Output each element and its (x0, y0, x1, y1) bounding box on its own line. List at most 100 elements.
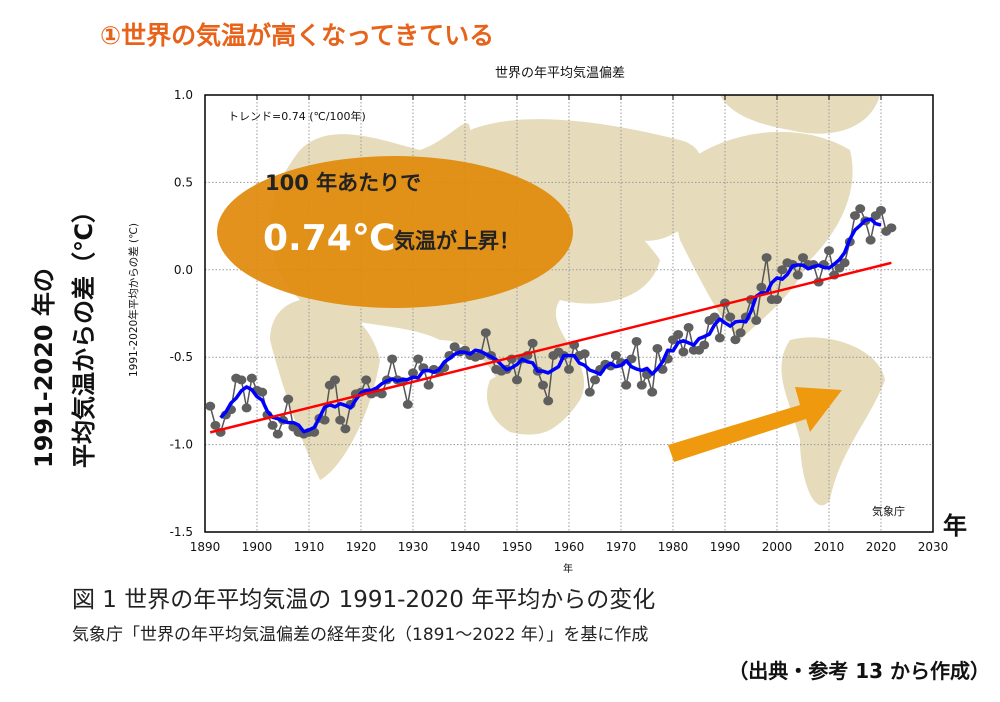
annual-data-point (584, 387, 595, 397)
annual-data-point (272, 429, 283, 439)
plot-area: トレンド=0.74 (℃/100年) 気象庁 (204, 94, 934, 533)
annual-data-point (480, 328, 491, 338)
annual-data-point (865, 235, 876, 245)
y-tick-label: 0.0 (174, 263, 193, 277)
x-tick-label: 1990 (710, 540, 741, 554)
annual-data-point (408, 368, 418, 378)
annual-data-point (876, 205, 886, 215)
annual-data-point (636, 380, 647, 390)
annual-data-point (330, 375, 340, 385)
annual-data-point (361, 375, 372, 385)
annual-data-point (756, 282, 767, 292)
x-tick-label: 1910 (294, 540, 325, 554)
annual-data-point (543, 396, 554, 406)
annual-data-point (267, 420, 278, 430)
trend-annotation: トレンド=0.74 (℃/100年) (228, 109, 366, 123)
annual-data-point (709, 312, 720, 322)
annual-data-point (699, 340, 710, 350)
annual-data-point (886, 223, 897, 233)
annual-data-point (850, 211, 860, 221)
annual-data-point (283, 394, 294, 404)
annual-data-point (246, 373, 257, 383)
x-tick-label: 2010 (814, 540, 845, 554)
map-africa-south (270, 300, 380, 480)
side-label-line2: 平均気温からの差（℃） (70, 199, 98, 468)
annual-data-point (855, 204, 866, 214)
x-tick-label: 1960 (554, 540, 585, 554)
annual-data-point (683, 322, 694, 332)
running-mean-line (219, 217, 882, 434)
citation: （出典・参考 13 から作成） (728, 659, 990, 683)
annual-data-point (241, 403, 252, 413)
annual-data-point (335, 415, 346, 425)
rising-arrow (668, 387, 842, 462)
annual-data-point (402, 399, 413, 409)
side-label-line1: 1991-2020 年の (30, 268, 58, 468)
annual-data-point (751, 315, 762, 325)
annual-data-point (512, 375, 522, 385)
annual-data-point (725, 312, 736, 322)
map-north-america (674, 131, 853, 340)
x-tick-label: 2030 (918, 540, 949, 554)
x-tick-label: 1930 (398, 540, 429, 554)
x-tick-label: 1920 (346, 540, 377, 554)
x-tick-label: 1970 (606, 540, 637, 554)
annual-data-point (413, 354, 424, 364)
annual-data-point (579, 349, 590, 359)
map-asia (470, 119, 704, 241)
header-title: ①世界の気温が高くなってきている (100, 21, 494, 50)
annual-data-point (647, 387, 658, 397)
x-tick-label: 2000 (762, 540, 793, 554)
y-tick-label: 1.0 (174, 88, 193, 102)
annual-data-point (652, 343, 663, 353)
annual-data-point (205, 401, 216, 411)
annual-data-point (590, 375, 600, 385)
annual-data-point (673, 329, 684, 339)
annual-data-point (210, 420, 221, 430)
x-tick-label: 1900 (242, 540, 273, 554)
credit-label: 気象庁 (872, 504, 905, 518)
x-tick-label: 1950 (502, 540, 533, 554)
x-unit-big: 年 (943, 512, 967, 540)
callout-ellipse (217, 156, 573, 308)
x-tick-label: 1890 (190, 540, 221, 554)
figure-caption: 図 1 世界の年平均気温の 1991-2020 年平均からの変化 (72, 587, 655, 613)
annual-data-point (761, 253, 772, 263)
callout-bubble: 100 年あたりで 0.74℃ 気温が上昇！ (217, 156, 573, 308)
annual-data-point (610, 350, 621, 360)
callout-line2: 気温が上昇！ (394, 229, 520, 253)
annual-data-point (730, 335, 741, 345)
annual-data-point (772, 295, 782, 305)
annual-data-point (798, 253, 808, 263)
annual-data-point (735, 328, 746, 338)
x-tick-label: 1980 (658, 540, 689, 554)
annual-data-point (621, 380, 632, 390)
map-south-america (781, 337, 885, 506)
y-tick-label: 0.5 (174, 175, 193, 189)
callout-line1: 100 年あたりで (265, 171, 421, 195)
data-marks (205, 204, 897, 439)
annual-data-point (792, 270, 803, 280)
annual-data-point (319, 415, 330, 425)
trend-line (209, 261, 892, 434)
y-tick-label: -0.5 (170, 350, 193, 364)
annual-data-point (236, 375, 247, 385)
map-arctic (720, 95, 880, 134)
annual-data-point (340, 424, 351, 434)
y-tick-label: -1.0 (170, 438, 193, 452)
x-tick-label: 2020 (866, 540, 897, 554)
annual-data-point (423, 380, 434, 390)
source-caption: 気象庁「世界の年平均気温偏差の経年変化（1891～2022 年）」を基に作成 (72, 625, 648, 645)
arrow-icon (668, 387, 842, 462)
annual-data-point (839, 258, 850, 268)
annual-data-point (527, 338, 538, 348)
annual-data-point (538, 380, 548, 390)
annual-data-point (678, 347, 689, 357)
chart-title: 世界の年平均気温偏差 (495, 65, 625, 81)
annual-data-point (257, 387, 268, 397)
annual-data-point (387, 354, 398, 364)
x-axis-label: 年 (563, 562, 573, 575)
callout-value: 0.74℃ (263, 218, 395, 259)
annual-data-point (777, 265, 788, 275)
